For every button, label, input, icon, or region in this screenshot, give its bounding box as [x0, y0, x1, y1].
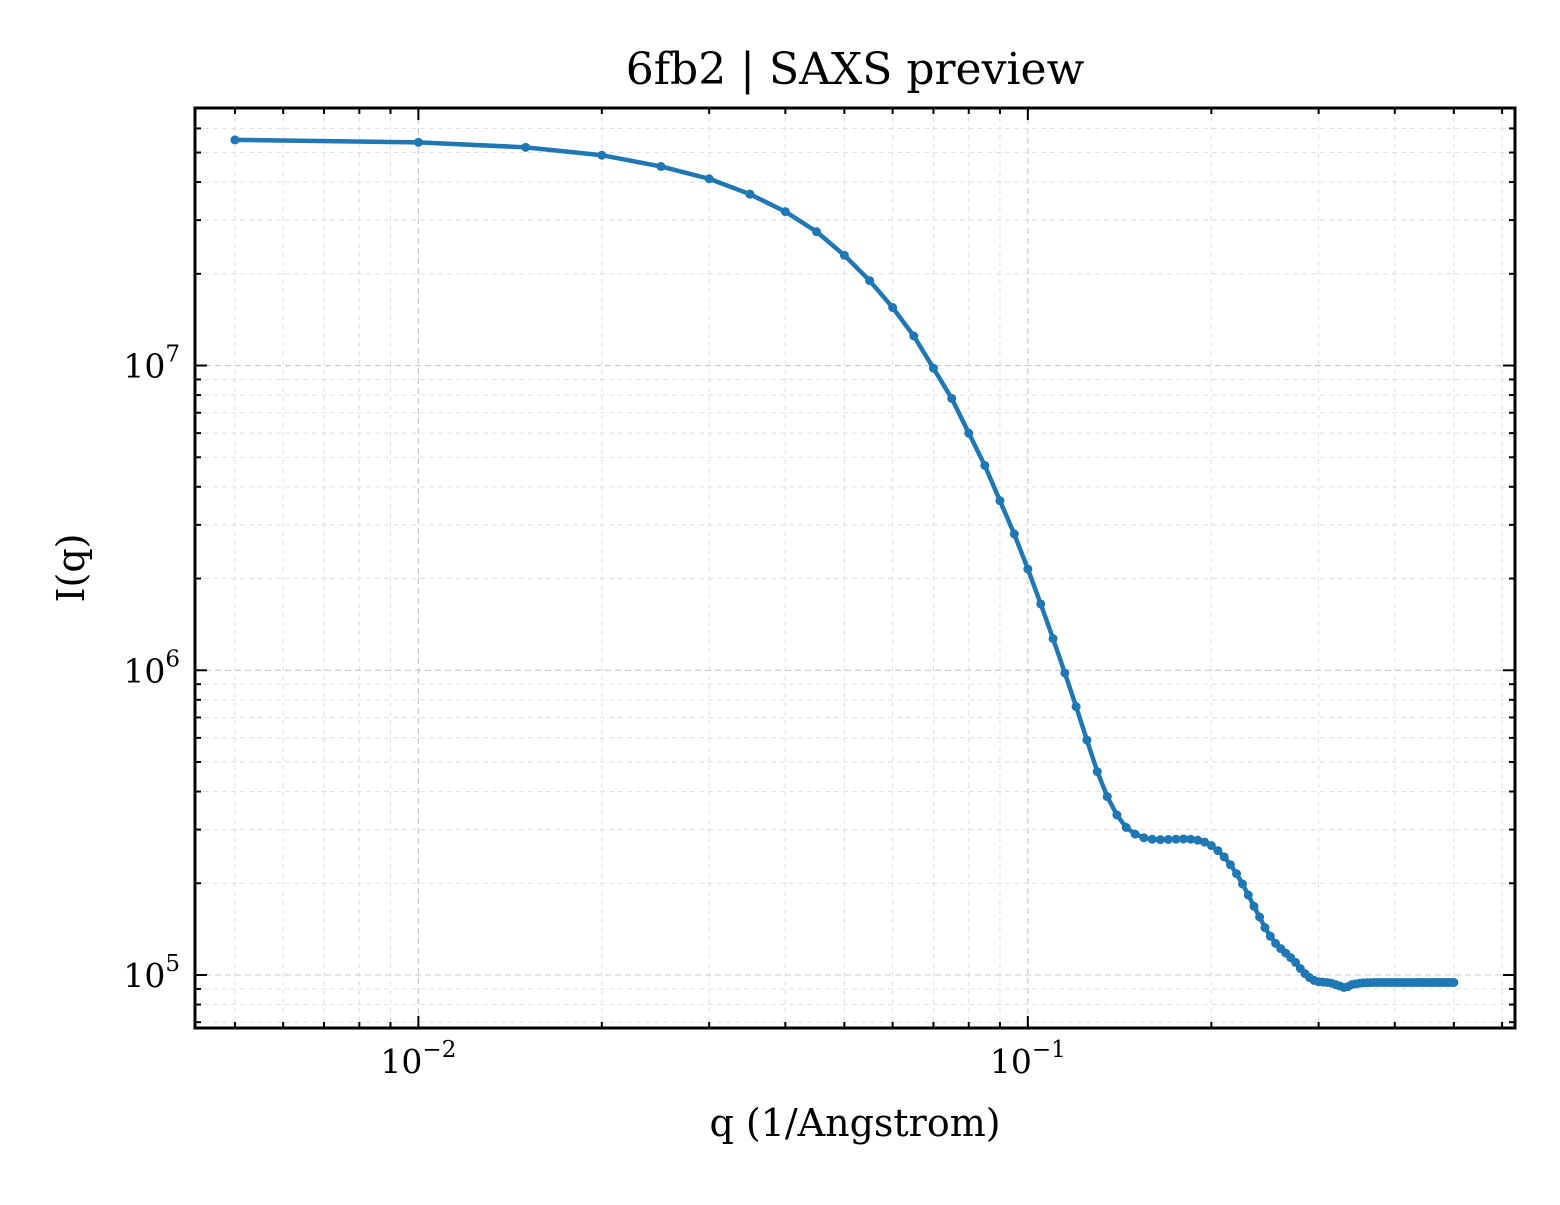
data-point — [597, 150, 607, 160]
series-layer — [230, 135, 1459, 992]
data-point — [1082, 735, 1092, 745]
data-point — [413, 137, 423, 147]
y-tick-label: 105 — [123, 951, 180, 995]
data-point — [1171, 834, 1181, 844]
data-point — [1092, 767, 1102, 777]
data-point — [865, 276, 875, 286]
data-point — [1255, 912, 1265, 922]
data-point — [1163, 834, 1173, 844]
x-tick-label: 10−1 — [990, 1037, 1066, 1081]
data-point — [888, 303, 898, 313]
data-point — [909, 331, 919, 341]
data-point — [1219, 852, 1229, 862]
data-point — [928, 363, 938, 373]
data-point — [1193, 835, 1203, 845]
data-point — [1200, 837, 1210, 847]
data-point — [1121, 822, 1131, 832]
data-point — [995, 496, 1005, 506]
y-axis-label: I(q) — [49, 534, 93, 603]
data-point — [1036, 599, 1046, 609]
data-point — [1265, 931, 1275, 941]
data-point — [1206, 841, 1216, 851]
y-tick-label: 107 — [123, 342, 180, 386]
data-point — [230, 135, 240, 145]
data-point — [1178, 834, 1188, 844]
data-point — [1023, 564, 1033, 574]
data-point — [1071, 702, 1081, 712]
tick-layer: 10−2 10−1 105 106 107 — [123, 107, 1515, 1081]
data-point — [1130, 829, 1140, 839]
data-point — [1102, 792, 1112, 802]
data-point — [1232, 869, 1242, 879]
data-point — [1147, 834, 1157, 844]
data-point — [980, 460, 990, 470]
data-point — [1249, 901, 1259, 911]
data-point — [1213, 846, 1223, 856]
data-point — [1155, 835, 1165, 845]
data-point — [1048, 634, 1058, 644]
data-point — [1291, 957, 1301, 967]
data-point — [947, 393, 957, 403]
data-point — [1237, 879, 1247, 889]
data-point — [964, 428, 974, 438]
data-point — [1139, 833, 1149, 843]
data-point — [839, 250, 849, 260]
data-point — [704, 174, 714, 184]
data-point — [1009, 529, 1019, 539]
data-point — [780, 207, 790, 217]
plot-frame — [193, 106, 1517, 1030]
data-point — [521, 142, 531, 152]
data-point — [1225, 860, 1235, 870]
data-point — [745, 189, 755, 199]
data-point — [656, 161, 666, 171]
data-point — [1243, 890, 1253, 900]
x-axis-label: q (1/Angstrom) — [709, 1101, 1000, 1145]
x-tick-label: 10−2 — [380, 1037, 456, 1081]
data-point — [811, 227, 821, 237]
chart-title: 6fb2 | SAXS preview — [626, 44, 1085, 95]
data-point — [1112, 810, 1122, 820]
y-tick-label: 106 — [123, 646, 180, 690]
data-point — [1260, 923, 1270, 933]
data-point — [1449, 977, 1459, 987]
data-point — [1186, 834, 1196, 844]
data-point — [1060, 668, 1070, 678]
